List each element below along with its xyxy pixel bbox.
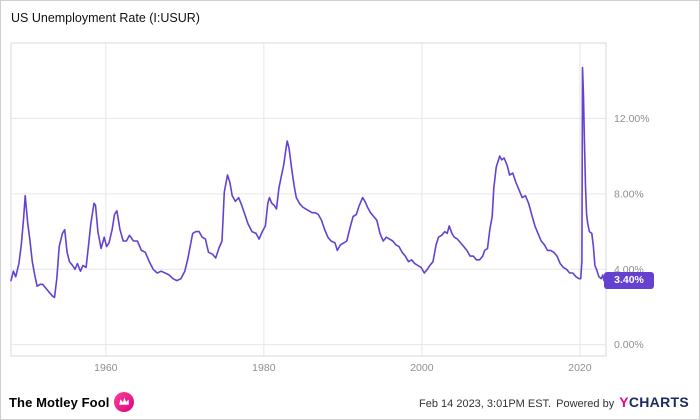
- unemployment-rate-line: [10, 66, 605, 299]
- y-axis-tick-label: 0.00%: [614, 339, 644, 351]
- x-axis-tick-label: 2000: [410, 362, 434, 374]
- powered-by-label: Powered by: [556, 398, 615, 410]
- chart-plot-area: 0.00% 4.00% 8.00% 12.00% 1960 1980 2000 2020 3.…: [1, 39, 699, 379]
- last-value-badge: 3.40%: [604, 272, 654, 290]
- x-axis-tick-label: 1960: [94, 362, 118, 374]
- motley-fool-wordmark: The Motley Fool: [9, 394, 110, 410]
- x-axis-tick-label: 1980: [252, 362, 276, 374]
- attribution: Feb 14 2023, 3:01PM EST. Powered by YCHA…: [419, 394, 689, 410]
- y-axis-tick-label: 8.00%: [614, 188, 644, 200]
- ycharts-logo[interactable]: YCHARTS: [619, 394, 689, 410]
- x-axis-tick-label: 2020: [568, 362, 592, 374]
- plot-border: [10, 42, 607, 357]
- timestamp: Feb 14 2023, 3:01PM EST.: [419, 398, 552, 410]
- y-axis-tick-label: 12.00%: [614, 113, 650, 125]
- ycharts-logo-y: Y: [619, 394, 629, 410]
- jester-cap-icon: [114, 392, 135, 412]
- chart-footer: The Motley Fool Feb 14 2023, 3:01PM EST.…: [1, 385, 699, 419]
- chart-title: US Unemployment Rate (I:USUR): [11, 11, 200, 25]
- unemployment-line-chart: 0.00%4.00%8.00%12.00%1960 1980 2000 2020: [10, 42, 650, 374]
- motley-fool-logo[interactable]: The Motley Fool: [9, 392, 135, 412]
- ycharts-logo-charts: CHARTS: [628, 394, 689, 410]
